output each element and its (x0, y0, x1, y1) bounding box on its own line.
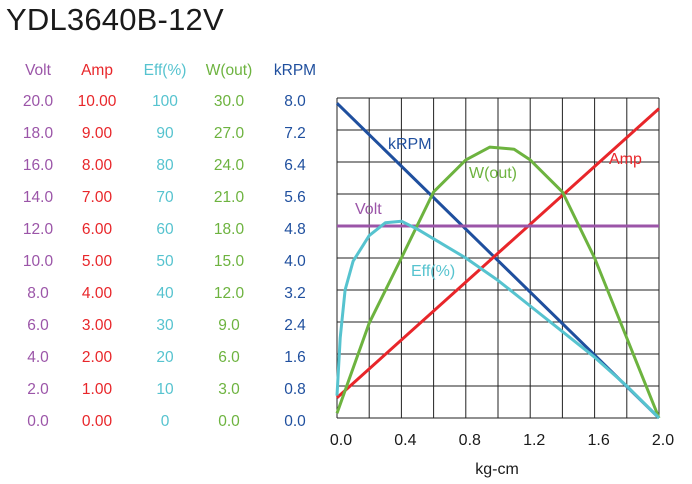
y-tick-label-eff: 80 (156, 157, 174, 174)
y-tick-label-amp: 8.00 (82, 157, 113, 174)
y-tick-label-krpm: 7.2 (284, 125, 306, 142)
y-tick-label-wout: 24.0 (214, 157, 245, 174)
y-axis-tables: Volt 20.0 18.0 16.0 14.0 12.0 10.0 8.0 6.0 4.0 2.0… (23, 62, 316, 430)
y-tick-label-krpm: 0.8 (284, 381, 306, 398)
x-tick-label: 0.8 (459, 432, 481, 449)
x-tick-label: 0.4 (394, 432, 416, 449)
y-tick-label-wout: 3.0 (218, 381, 240, 398)
y-tick-label-wout: 6.0 (218, 349, 240, 366)
y-tick-label-eff: 20 (156, 349, 174, 366)
axis-header-krpm: kRPM (274, 62, 316, 79)
y-tick-label-eff: 60 (156, 221, 174, 238)
y-tick-label-volt: 0.0 (27, 413, 49, 430)
series-line-wout (335, 145, 661, 419)
y-tick-label-krpm: 2.4 (284, 317, 306, 334)
y-tick-label-krpm: 8.0 (284, 93, 306, 110)
y-tick-label-amp: 5.00 (82, 253, 113, 270)
y-tick-label-amp: 7.00 (82, 189, 113, 206)
y-tick-label-amp: 6.00 (82, 221, 113, 238)
y-tick-label-volt: 2.0 (27, 381, 49, 398)
series-line-eff (335, 219, 661, 420)
y-tick-label-volt: 8.0 (27, 285, 49, 302)
axis-header-volt: Volt (25, 62, 52, 79)
y-tick-label-wout: 21.0 (214, 189, 245, 206)
axis-header-amp: Amp (81, 62, 113, 79)
y-tick-label-wout: 15.0 (214, 253, 245, 270)
y-tick-label-volt: 4.0 (27, 349, 49, 366)
y-tick-label-krpm: 4.0 (284, 253, 306, 270)
y-tick-label-amp: 1.00 (82, 381, 113, 398)
axis-header-wout: W(out) (206, 62, 253, 79)
y-tick-label-krpm: 4.8 (284, 221, 306, 238)
y-tick-label-krpm: 3.2 (284, 285, 306, 302)
chart-title: YDL3640B-12V (6, 2, 224, 37)
y-tick-label-amp: 2.00 (82, 349, 113, 366)
series-lines (335, 102, 661, 420)
y-tick-label-wout: 30.0 (214, 93, 245, 110)
y-tick-label-eff: 40 (156, 285, 174, 302)
series-label-krpm: kRPM (388, 136, 432, 153)
y-tick-label-eff: 50 (156, 253, 174, 270)
y-tick-label-krpm: 1.6 (284, 349, 306, 366)
y-tick-label-amp: 10.00 (78, 93, 117, 110)
y-tick-label-eff: 90 (156, 125, 174, 142)
series-label-volt: Volt (355, 201, 382, 218)
y-tick-label-volt: 20.0 (23, 93, 54, 110)
x-tick-label: 1.2 (523, 432, 545, 449)
y-tick-label-krpm: 0.0 (284, 413, 306, 430)
y-tick-label-eff: 70 (156, 189, 174, 206)
series-label-amp: Amp (609, 151, 642, 168)
series-labels: kRPM Amp Volt W(out) Eff(%) (355, 136, 642, 280)
y-tick-label-volt: 14.0 (23, 189, 54, 206)
y-tick-label-volt: 18.0 (23, 125, 54, 142)
y-tick-label-eff: 30 (156, 317, 174, 334)
x-axis: 0.0 0.4 0.8 1.2 1.6 2.0 (330, 432, 674, 449)
x-tick-label: 0.0 (330, 432, 352, 449)
series-label-eff: Eff(%) (411, 263, 455, 280)
y-tick-label-amp: 0.00 (82, 413, 113, 430)
y-tick-label-amp: 9.00 (82, 125, 113, 142)
y-tick-label-volt: 16.0 (23, 157, 54, 174)
y-tick-label-amp: 3.00 (82, 317, 113, 334)
y-tick-label-krpm: 6.4 (284, 157, 306, 174)
y-tick-label-wout: 27.0 (214, 125, 245, 142)
y-tick-label-volt: 10.0 (23, 253, 54, 270)
y-tick-label-krpm: 5.6 (284, 189, 306, 206)
series-label-wout: W(out) (469, 165, 517, 182)
series-line-amp (335, 107, 661, 399)
x-axis-label: kg-cm (475, 461, 519, 478)
y-tick-label-wout: 0.0 (218, 413, 240, 430)
y-tick-label-volt: 12.0 (23, 221, 54, 238)
y-tick-label-eff: 10 (156, 381, 174, 398)
axis-header-eff: Eff(%) (144, 62, 187, 79)
y-tick-label-amp: 4.00 (82, 285, 113, 302)
y-tick-label-volt: 6.0 (27, 317, 49, 334)
y-tick-label-eff: 100 (152, 93, 178, 110)
x-tick-label: 1.6 (587, 432, 609, 449)
x-tick-label: 2.0 (652, 432, 674, 449)
y-tick-label-wout: 9.0 (218, 317, 240, 334)
y-tick-label-wout: 18.0 (214, 221, 245, 238)
y-tick-label-wout: 12.0 (214, 285, 245, 302)
y-tick-label-eff: 0 (161, 413, 170, 430)
